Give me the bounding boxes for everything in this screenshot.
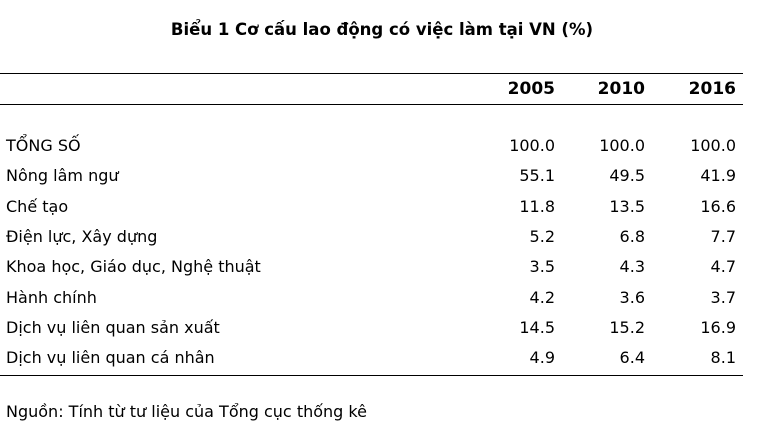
cell: 41.9 [700, 166, 736, 186]
cell: 4.3 [619, 257, 645, 277]
cell: 7.7 [710, 226, 736, 246]
row-label: Khoa học, Giáo dục, Nghệ thuật [6, 257, 261, 277]
row-label: Nông lâm ngư [6, 166, 119, 186]
cell: 4.2 [529, 287, 555, 307]
cell: 100.0 [599, 136, 645, 155]
cell: 16.9 [700, 317, 736, 337]
title: Biểu 1 Cơ cấu lao động có việc làm tại V… [170, 20, 594, 39]
cell: 55.1 [519, 166, 555, 186]
row-label: Điện lực, Xây dựng [6, 226, 158, 246]
cell: 6.4 [619, 348, 645, 368]
top-rule [0, 73, 743, 74]
cell: 3.6 [619, 287, 645, 307]
cell: 16.6 [700, 196, 736, 216]
cell: 6.8 [619, 226, 645, 246]
row-label: Hành chính [6, 287, 97, 307]
row-label: Dịch vụ liên quan cá nhân [6, 348, 215, 368]
column-header: 2016 [688, 79, 736, 99]
cell: 8.1 [710, 348, 736, 368]
cell: 4.7 [710, 257, 736, 277]
cell: 15.2 [609, 317, 645, 337]
cell: 3.5 [529, 257, 555, 277]
bottom-rule [0, 375, 743, 376]
cell: 14.5 [519, 317, 555, 337]
row-label: TỔNG SỐ [6, 136, 81, 155]
cell: 100.0 [690, 136, 736, 155]
cell: 11.8 [519, 196, 555, 216]
cell: 4.9 [529, 348, 555, 368]
cell: 5.2 [529, 226, 555, 246]
column-header: 2005 [507, 79, 555, 99]
cell: 13.5 [609, 196, 645, 216]
cell: 100.0 [509, 136, 555, 155]
header-rule [0, 104, 743, 105]
row-label: Chế tạo [6, 196, 69, 216]
cell: 49.5 [609, 166, 645, 186]
cell: 3.7 [710, 287, 736, 307]
column-header: 2010 [597, 79, 645, 99]
row-label: Dịch vụ liên quan sản xuất [6, 317, 220, 337]
source: Nguồn: Tính từ tư liệu của Tổng cục thốn… [6, 402, 367, 421]
